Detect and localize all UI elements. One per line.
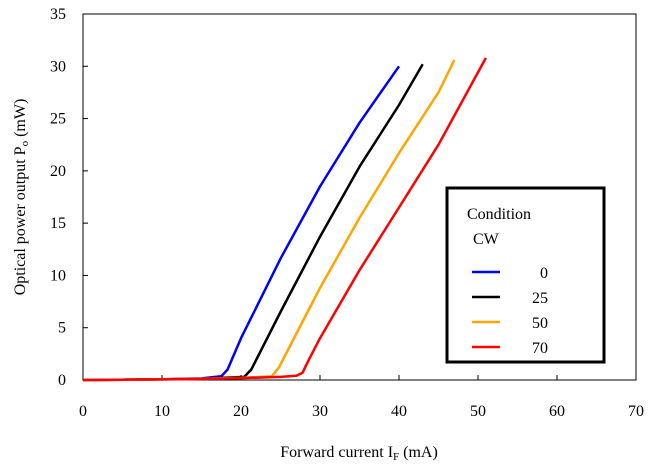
- x-tick-label: 70: [628, 403, 644, 420]
- legend-label-25: 25: [532, 290, 548, 307]
- y-tick-label: 0: [58, 372, 66, 389]
- x-tick-label: 0: [79, 403, 87, 420]
- y-tick-label: 5: [58, 320, 66, 337]
- legend-label-70: 70: [532, 340, 548, 357]
- series-line-70: [82, 57, 487, 382]
- series-line-25: [82, 63, 424, 382]
- legend-title: Condition: [467, 206, 531, 223]
- series-line-50: [82, 59, 456, 382]
- y-tick-label: 35: [50, 6, 66, 23]
- y-tick-label: 10: [50, 267, 66, 284]
- y-tick-label: 30: [50, 58, 66, 75]
- y-axis-label: Optical power output Po (mW): [12, 99, 31, 296]
- y-tick-label: 25: [50, 111, 66, 128]
- x-tick-label: 10: [154, 403, 170, 420]
- legend-box: [445, 186, 606, 364]
- legend-label-50: 50: [532, 315, 548, 332]
- legend: Condition CW 0 25 50 70: [445, 186, 606, 364]
- x-tick-label: 60: [549, 403, 565, 420]
- x-tick-label: 20: [233, 403, 249, 420]
- y-tick-label: 20: [50, 163, 66, 180]
- axis-ticks: 0 10 20 30 40 50 60 70 0 5 10 15 20 25 30 35: [50, 6, 644, 420]
- series-line-0: [82, 65, 401, 382]
- legend-label-0: 0: [540, 265, 548, 282]
- x-axis-label: Forward current IF (mA): [280, 444, 438, 463]
- x-tick-label: 30: [312, 403, 328, 420]
- legend-subtitle: CW: [473, 231, 500, 248]
- y-tick-label: 15: [50, 215, 66, 232]
- plot-frame: [82, 13, 637, 381]
- legend-items: 0 25 50 70: [472, 265, 548, 357]
- x-tick-label: 40: [391, 403, 407, 420]
- x-tick-label: 50: [470, 403, 486, 420]
- series-lines: [82, 57, 487, 382]
